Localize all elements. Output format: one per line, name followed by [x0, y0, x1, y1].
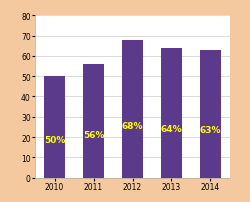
Bar — [83, 65, 104, 178]
Text: 56%: 56% — [83, 130, 104, 139]
Bar — [44, 77, 65, 178]
Bar — [200, 50, 221, 178]
Text: 64%: 64% — [161, 124, 182, 133]
Bar — [161, 48, 182, 178]
Text: 68%: 68% — [122, 121, 143, 130]
Text: 63%: 63% — [200, 125, 221, 134]
Bar — [122, 40, 143, 178]
Text: 50%: 50% — [44, 135, 65, 144]
